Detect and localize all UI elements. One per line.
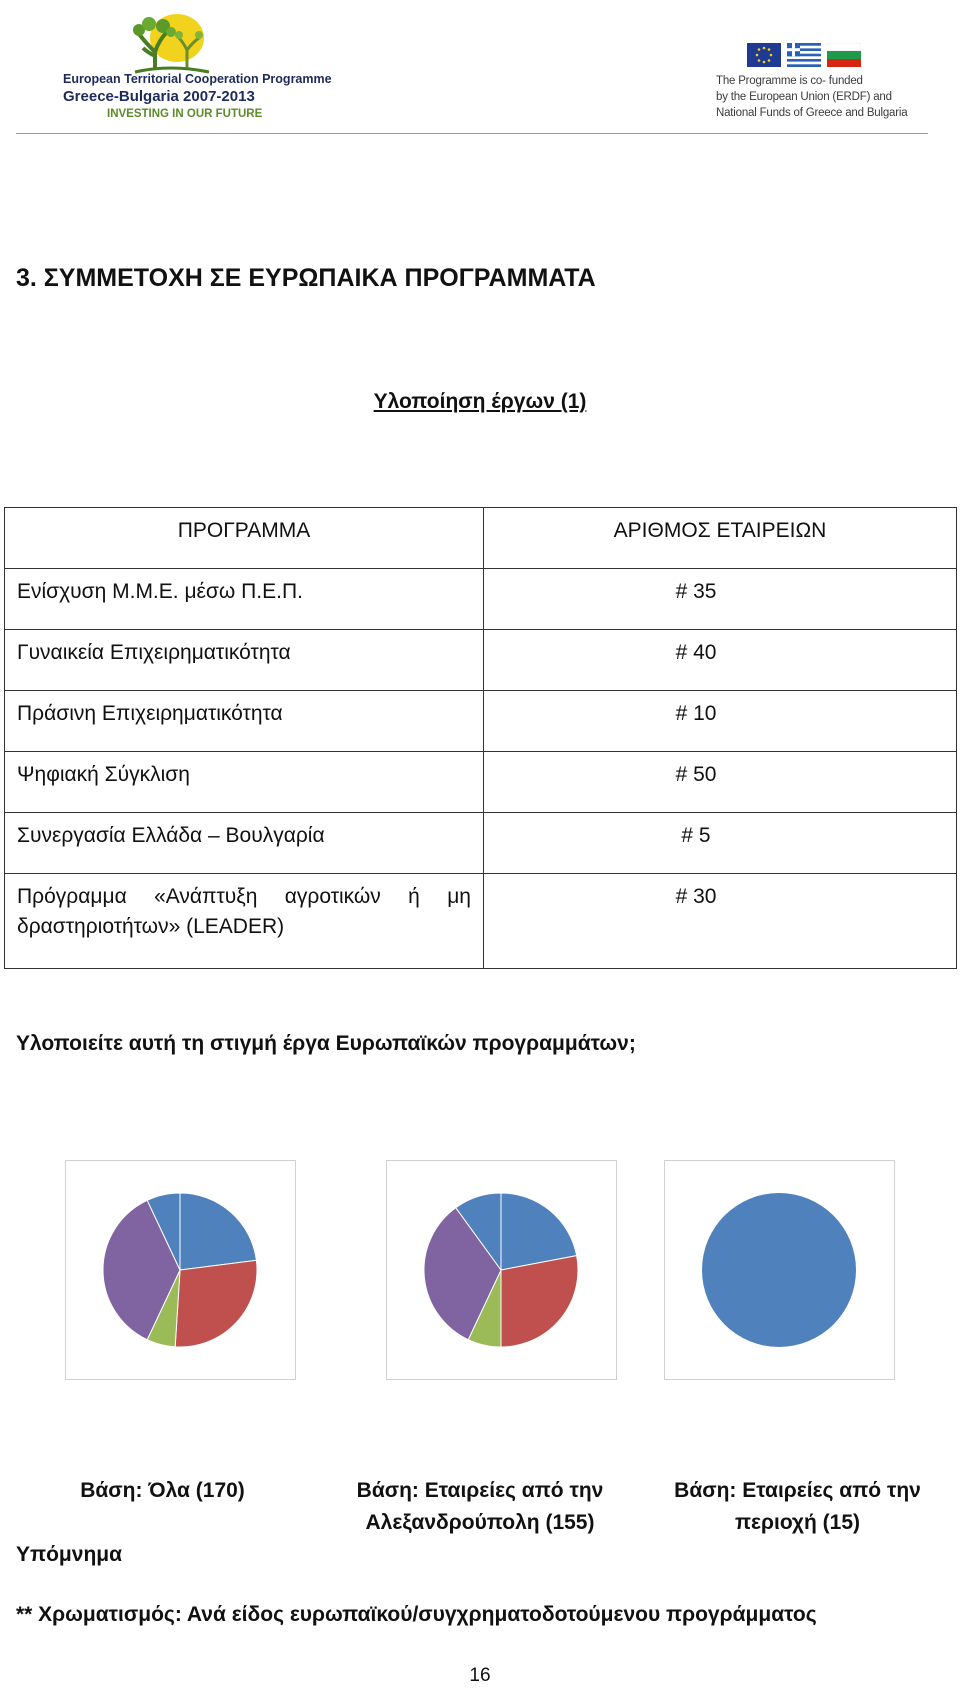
table-row: Ψηφιακή Σύγκλιση # 50: [4, 751, 957, 813]
eu-flag-icon: [747, 43, 781, 67]
base-label-region: Βάση: Εταιρείες από την περιοχή (15): [674, 1479, 921, 1534]
pie-chart-svg: [423, 1192, 579, 1348]
color-note: ** Χρωματισμός: Ανά είδος ευρωπαϊκού/συγ…: [16, 1603, 817, 1626]
table-header-row: ΠΡΟΓΡΑΜΜΑ ΑΡΙΘΜΟΣ ΕΤΑΙΡΕΙΩΝ: [4, 507, 957, 569]
base-label-alexandroupoli: Βάση: Εταιρείες από την Αλεξανδρούπολη (…: [356, 1479, 604, 1534]
table-row: Συνεργασία Ελλάδα – Βουλγαρία # 5: [4, 812, 957, 874]
programme-cell: Γυναικεία Επιχειρηματικότητα: [4, 629, 484, 691]
section-title: 3. ΣΥΜΜΕΤΟΧΗ ΣΕ ΕΥΡΩΠΑΙΚΑ ΠΡΟΓΡΑΜΜΑΤΑ: [16, 264, 596, 292]
programme-cell: Ενίσχυση Μ.Μ.Ε. μέσω Π.Ε.Π.: [4, 568, 484, 630]
cofunding-logo: The Programme is co- funded by the Europ…: [712, 40, 912, 125]
header-divider: [16, 133, 928, 134]
pie-chart-region: [664, 1160, 895, 1380]
legend-label: Υπόμνημα: [16, 1543, 123, 1566]
pie-chart-svg: [102, 1192, 258, 1348]
pie-slice: [423, 1207, 502, 1341]
tree-logo-icon: [133, 14, 210, 74]
survey-question: Υλοποιείτε αυτή τη στιγμή έργα Ευρωπαϊκώ…: [16, 1032, 636, 1055]
base-label-all: Βάση: Όλα (170): [80, 1479, 245, 1502]
table-row: Γυναικεία Επιχειρηματικότητα # 40: [4, 629, 957, 691]
logo-programme-line: European Territorial Cooperation Program…: [63, 72, 332, 86]
page-number: 16: [469, 1665, 491, 1686]
cofunding-line-2: by the European Union (ERDF) and: [716, 91, 892, 103]
programme-cell: Συνεργασία Ελλάδα – Βουλγαρία: [4, 812, 484, 874]
column-header-programme: ΠΡΟΓΡΑΜΜΑ: [4, 507, 484, 569]
cofunding-line-3: National Funds of Greece and Bulgaria: [716, 107, 908, 119]
table-row: Πράσινη Επιχειρηματικότητα # 10: [4, 690, 957, 752]
pie-slice: [102, 1199, 181, 1341]
companies-cell: # 10: [483, 690, 957, 752]
logo-programme-name: Greece-Bulgaria 2007-2013: [63, 88, 255, 105]
programme-cell: Πρόγραμμα «Ανάπτυξη αγροτικών ή μη δραστ…: [4, 873, 484, 969]
companies-cell: # 40: [483, 629, 957, 691]
pie-slice: [174, 1259, 258, 1348]
pie-chart-svg: [702, 1193, 856, 1347]
pie-slice: [702, 1193, 856, 1347]
greek-flag-icon: [787, 43, 821, 67]
pie-slice: [455, 1192, 502, 1272]
companies-cell: # 35: [483, 568, 957, 630]
pie-slice: [146, 1192, 181, 1271]
table-title: Υλοποίηση έργων (1): [373, 390, 587, 413]
table-row: Πρόγραμμα «Ανάπτυξη αγροτικών ή μη δραστ…: [4, 873, 957, 969]
companies-cell: # 5: [483, 812, 957, 874]
bulgarian-flag-icon: [827, 43, 861, 67]
programme-logo: European Territorial Cooperation Program…: [55, 12, 332, 124]
pie-slice: [179, 1192, 257, 1271]
pie-slice: [500, 1192, 578, 1271]
pie-chart-all: [65, 1160, 296, 1380]
programme-cell: Πράσινη Επιχειρηματικότητα: [4, 690, 484, 752]
companies-cell: # 50: [483, 751, 957, 813]
companies-cell: # 30: [483, 873, 957, 969]
logo-slogan: INVESTING IN OUR FUTURE: [107, 108, 263, 120]
programme-cell: Ψηφιακή Σύγκλιση: [4, 751, 484, 813]
pie-chart-alexandroupoli: [386, 1160, 617, 1380]
projects-table: ΠΡΟΓΡΑΜΜΑ ΑΡΙΘΜΟΣ ΕΤΑΙΡΕΙΩΝ Ενίσχυση Μ.Μ…: [4, 507, 957, 969]
cofunding-line-1: The Programme is co- funded: [716, 75, 863, 87]
pie-slice: [500, 1254, 579, 1348]
column-header-companies: ΑΡΙΘΜΟΣ ΕΤΑΙΡΕΙΩΝ: [483, 507, 957, 569]
table-row: Ενίσχυση Μ.Μ.Ε. μέσω Π.Ε.Π. # 35: [4, 568, 957, 630]
